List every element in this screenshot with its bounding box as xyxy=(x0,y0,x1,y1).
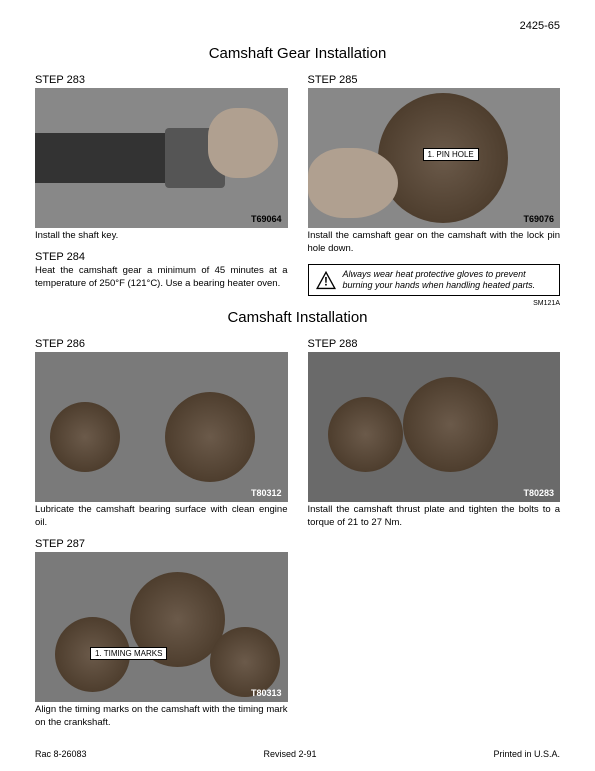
step-287-fig-code: T80313 xyxy=(251,688,282,698)
hand-shape-2 xyxy=(308,148,398,218)
left-column-1: STEP 283 T69064 Install the shaft key. S… xyxy=(35,70,288,307)
step-287-callout: 1. TIMING MARKS xyxy=(90,647,167,660)
step-283-figure: T69064 xyxy=(35,88,288,228)
shaft-shape xyxy=(35,133,175,183)
step-288-label: STEP 288 xyxy=(308,338,561,350)
gear-7 xyxy=(403,377,498,472)
step-288-fig-code: T80283 xyxy=(523,488,554,498)
step-285-callout: 1. PIN HOLE xyxy=(423,148,479,161)
gear-2 xyxy=(165,392,255,482)
step-287-figure: 1. TIMING MARKS T80313 xyxy=(35,552,288,702)
warning-box: ! Always wear heat protective gloves to … xyxy=(308,264,561,297)
step-285-figure: 1. PIN HOLE T69076 xyxy=(308,88,561,228)
right-column-1: STEP 285 1. PIN HOLE T69076 Install the … xyxy=(308,70,561,307)
step-287-label: STEP 287 xyxy=(35,538,288,550)
gear-6 xyxy=(328,397,403,472)
footer-right: Printed in U.S.A. xyxy=(493,749,560,759)
svg-text:!: ! xyxy=(324,274,328,288)
warning-text: Always wear heat protective gloves to pr… xyxy=(343,269,554,292)
step-283-fig-code: T69064 xyxy=(251,214,282,224)
section-title-camshaft-install: Camshaft Installation xyxy=(35,309,560,326)
columns-section-1: STEP 283 T69064 Install the shaft key. S… xyxy=(35,70,560,307)
footer-center: Revised 2-91 xyxy=(263,749,316,759)
section-title-gear-install: Camshaft Gear Installation xyxy=(35,45,560,62)
step-286-label: STEP 286 xyxy=(35,338,288,350)
step-286-figure: T80312 xyxy=(35,352,288,502)
gear-5 xyxy=(210,627,280,697)
step-287-caption: Align the timing marks on the camshaft w… xyxy=(35,704,288,730)
page-footer: Rac 8-26083 Revised 2-91 Printed in U.S.… xyxy=(35,749,560,759)
step-283-caption: Install the shaft key. xyxy=(35,230,288,243)
step-284-caption: Heat the camshaft gear a minimum of 45 m… xyxy=(35,265,288,291)
columns-section-2: STEP 286 T80312 Lubricate the camshaft b… xyxy=(35,334,560,737)
step-286-fig-code: T80312 xyxy=(251,488,282,498)
step-283-label: STEP 283 xyxy=(35,74,288,86)
gear-1 xyxy=(50,402,120,472)
step-285-fig-code: T69076 xyxy=(523,214,554,224)
step-286-caption: Lubricate the camshaft bearing surface w… xyxy=(35,504,288,530)
step-285-caption: Install the camshaft gear on the camshaf… xyxy=(308,230,561,256)
step-288-figure: T80283 xyxy=(308,352,561,502)
step-285-label: STEP 285 xyxy=(308,74,561,86)
hand-shape xyxy=(208,108,278,178)
left-column-2: STEP 286 T80312 Lubricate the camshaft b… xyxy=(35,334,288,737)
warning-icon: ! xyxy=(315,270,337,290)
right-column-2: STEP 288 T80283 Install the camshaft thr… xyxy=(308,334,561,737)
warning-code: SM121A xyxy=(308,300,561,307)
step-284-label: STEP 284 xyxy=(35,251,288,263)
step-288-caption: Install the camshaft thrust plate and ti… xyxy=(308,504,561,530)
page-number: 2425-65 xyxy=(520,20,560,32)
footer-left: Rac 8-26083 xyxy=(35,749,87,759)
